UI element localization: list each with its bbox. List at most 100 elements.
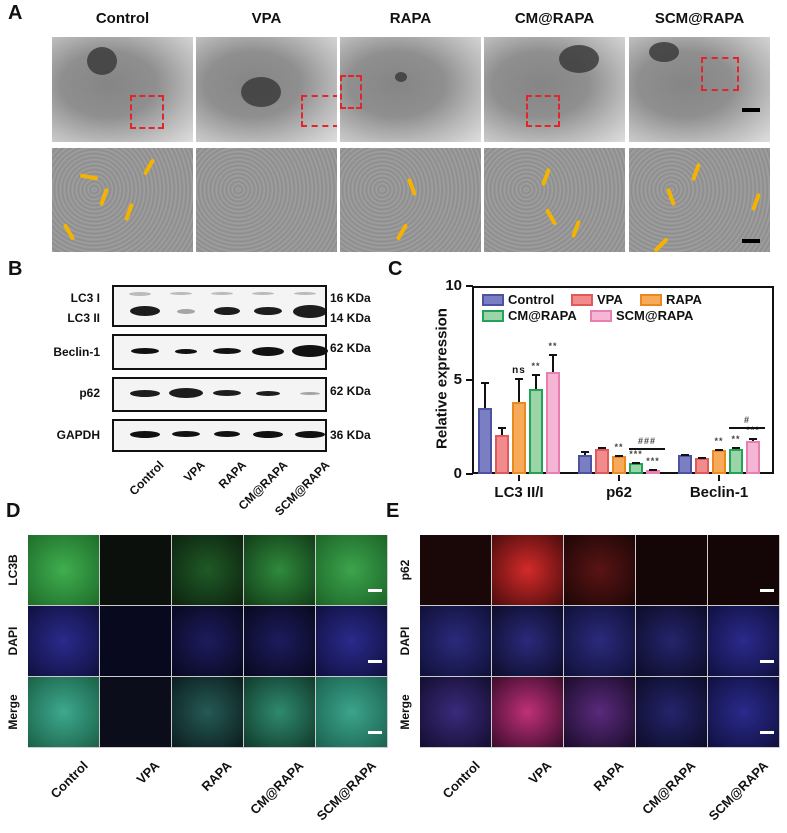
band-beclin-1 bbox=[175, 348, 197, 354]
fluor-row-label: DAPI bbox=[398, 626, 412, 655]
error-bar-cap bbox=[681, 454, 689, 457]
bar-cm-at-rapa bbox=[529, 389, 543, 474]
fluor-row-label: p62 bbox=[398, 559, 412, 580]
fluor-column-label: SCM@RAPA bbox=[313, 758, 379, 824]
tem-column-header: RAPA bbox=[389, 10, 432, 27]
band-beclin-1 bbox=[252, 346, 284, 356]
scale-bar bbox=[742, 239, 760, 243]
significance-marker: ** bbox=[614, 442, 624, 453]
fluorescence-tile bbox=[564, 606, 636, 677]
band-lc3-i bbox=[170, 292, 192, 295]
x-tick-mark bbox=[718, 475, 720, 481]
error-bar-cap bbox=[749, 438, 757, 441]
x-category-label: Beclin-1 bbox=[689, 484, 749, 501]
scale-bar bbox=[368, 731, 382, 734]
fluor-row-label: DAPI bbox=[6, 626, 20, 655]
fluorescence-tile bbox=[564, 677, 636, 748]
blot-label-p62: p62 bbox=[79, 386, 100, 400]
fluor-column-label: RAPA bbox=[198, 758, 235, 794]
tem-zoom-image bbox=[629, 148, 770, 252]
error-bar-cap bbox=[715, 448, 723, 451]
fluorescence-tile bbox=[100, 535, 172, 606]
fluor-column-label: VPA bbox=[525, 758, 555, 787]
error-bar-cap bbox=[498, 427, 506, 429]
error-bar-cap bbox=[698, 457, 706, 460]
fluor-row-label: Merge bbox=[6, 693, 20, 730]
significance-marker: *** bbox=[646, 456, 660, 467]
legend-item: Control bbox=[482, 292, 554, 307]
band-lc3-ii bbox=[177, 308, 195, 314]
panel-a-letter: A bbox=[8, 2, 23, 24]
y-tick-label: 10 bbox=[445, 277, 462, 294]
autophagosome-arrow-icon bbox=[544, 208, 558, 226]
error-bar bbox=[501, 427, 503, 435]
band-beclin-1 bbox=[292, 345, 328, 357]
autophagosome-arrow-icon bbox=[124, 202, 134, 222]
blot-lane-label: VPA bbox=[181, 458, 208, 485]
roi-dashed-box bbox=[526, 95, 560, 127]
bar-rapa bbox=[712, 449, 726, 474]
fluorescence-tile bbox=[244, 535, 316, 606]
legend-label: CM@RAPA bbox=[508, 308, 577, 323]
fluorescence-tile bbox=[492, 535, 564, 606]
legend-item: CM@RAPA bbox=[482, 308, 577, 323]
autophagosome-arrow-icon bbox=[62, 223, 76, 241]
band-gapdh bbox=[253, 430, 283, 438]
blot-label-gapdh: GAPDH bbox=[56, 428, 100, 442]
error-bar-cap bbox=[732, 446, 740, 449]
tem-zoom-image bbox=[340, 148, 481, 252]
bar-scm-at-rapa bbox=[546, 371, 560, 474]
legend-swatch bbox=[640, 293, 662, 306]
x-category-label: p62 bbox=[606, 484, 632, 501]
band-lc3-i bbox=[252, 292, 274, 295]
hash-significance-marker: # bbox=[743, 415, 750, 425]
legend-item: SCM@RAPA bbox=[590, 308, 693, 323]
error-bar-cap bbox=[532, 374, 540, 377]
fluorescence-tile bbox=[708, 677, 780, 748]
y-tick-mark bbox=[466, 285, 473, 287]
legend-item: VPA bbox=[571, 292, 623, 307]
bar-vpa bbox=[495, 434, 509, 474]
blot-lane-label: RAPA bbox=[215, 458, 249, 492]
legend-swatch bbox=[590, 309, 612, 322]
y-tick-mark bbox=[466, 379, 473, 381]
band-lc3-ii bbox=[214, 307, 240, 315]
scale-bar bbox=[760, 660, 774, 663]
fluorescence-tile bbox=[172, 606, 244, 677]
scale-bar bbox=[368, 660, 382, 663]
fluorescence-tile bbox=[636, 677, 708, 748]
hash-significance-marker: ### bbox=[637, 436, 657, 446]
fluorescence-tile bbox=[492, 606, 564, 677]
error-bar-cap bbox=[481, 381, 489, 384]
significance-marker: ns bbox=[512, 365, 526, 377]
autophagosome-arrow-icon bbox=[666, 187, 676, 207]
bar-control bbox=[678, 455, 692, 474]
bar-rapa bbox=[512, 401, 526, 474]
significance-marker: *** bbox=[746, 425, 760, 436]
autophagosome-arrow-icon bbox=[142, 158, 156, 176]
fluorescence-tile bbox=[28, 606, 100, 677]
kda-lc3-ii: 14 KDa bbox=[330, 311, 371, 325]
autophagosome-arrow-icon bbox=[407, 177, 417, 197]
legend-label: SCM@RAPA bbox=[616, 308, 694, 323]
band-gapdh bbox=[130, 430, 160, 438]
panel-c-letter: C bbox=[388, 258, 403, 280]
bar-control bbox=[578, 455, 592, 474]
kda-p62: 62 KDa bbox=[330, 384, 371, 398]
fluor-column-label: SCM@RAPA bbox=[705, 758, 771, 824]
tem-overview-image bbox=[52, 37, 193, 142]
blot-lane-label: Control bbox=[126, 458, 167, 499]
fluorescence-tile bbox=[316, 606, 388, 677]
tem-overview-image bbox=[196, 37, 337, 142]
legend-label: RAPA bbox=[666, 292, 702, 307]
y-tick-mark bbox=[466, 473, 473, 475]
fluorescence-tile bbox=[316, 535, 388, 606]
error-bar-cap bbox=[515, 378, 523, 381]
comparison-bracket bbox=[629, 448, 665, 450]
panel-d-letter: D bbox=[6, 500, 21, 522]
tem-column-header: VPA bbox=[251, 10, 282, 27]
comparison-bracket bbox=[729, 427, 765, 429]
fluor-column-label: VPA bbox=[133, 758, 163, 787]
band-p62 bbox=[130, 389, 160, 397]
tem-zoom-image bbox=[484, 148, 625, 252]
